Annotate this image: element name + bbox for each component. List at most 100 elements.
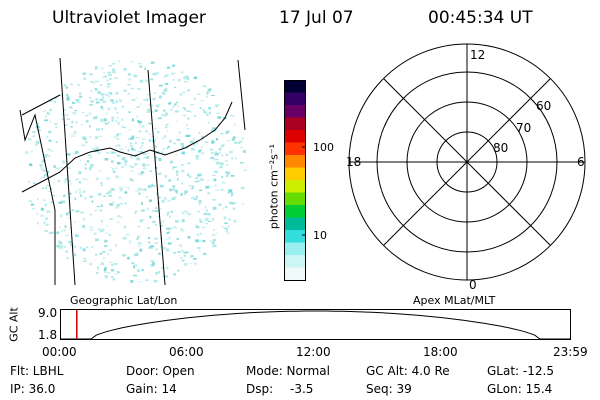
uv-dot xyxy=(129,129,131,131)
uv-dot xyxy=(148,139,151,142)
uv-dot xyxy=(189,140,194,144)
uv-dot xyxy=(125,234,130,236)
uv-dot xyxy=(164,82,168,85)
uv-dot xyxy=(191,196,195,200)
uv-dot xyxy=(96,272,99,275)
uv-dot xyxy=(149,104,153,107)
uv-dot xyxy=(70,83,73,86)
uv-dot xyxy=(154,242,158,244)
uv-dot xyxy=(82,248,86,252)
uv-dot xyxy=(120,166,125,168)
uv-dot xyxy=(119,203,123,205)
uv-dot xyxy=(202,109,205,111)
uv-dot xyxy=(115,206,119,209)
uv-dot xyxy=(154,224,157,226)
uv-dot xyxy=(148,237,150,239)
uv-dot xyxy=(174,110,179,113)
longitude-line xyxy=(237,59,246,131)
uv-dot xyxy=(89,214,93,216)
uv-dot xyxy=(24,151,29,154)
uv-dot xyxy=(194,239,197,243)
uv-dot xyxy=(181,249,184,253)
uv-dot xyxy=(122,236,127,240)
uv-dot xyxy=(182,114,186,117)
uv-dot xyxy=(168,179,171,182)
uv-dot xyxy=(51,231,54,234)
uv-dot xyxy=(91,200,94,203)
uv-dot xyxy=(129,179,132,182)
uv-dot xyxy=(41,187,44,190)
uv-dot xyxy=(63,84,66,86)
uv-dot xyxy=(70,126,73,128)
uv-dot xyxy=(219,149,221,151)
uv-dot xyxy=(213,158,218,161)
uv-dot xyxy=(195,157,200,161)
uv-dot xyxy=(239,140,243,143)
uv-dot xyxy=(84,137,87,141)
uv-dot xyxy=(190,110,193,113)
uv-dot xyxy=(89,156,93,159)
uv-dot xyxy=(90,100,94,103)
uv-dot xyxy=(60,247,63,250)
uv-dot xyxy=(219,165,223,168)
uv-dot xyxy=(153,92,156,94)
uv-dot xyxy=(129,142,133,145)
uv-dot xyxy=(29,163,33,167)
uv-dot xyxy=(127,187,130,190)
uv-dot xyxy=(135,137,140,139)
uv-dot xyxy=(134,253,139,256)
uv-dot xyxy=(116,138,120,140)
uv-dot xyxy=(142,138,146,140)
uv-dot xyxy=(96,148,99,150)
uv-dot xyxy=(226,232,230,235)
uv-dot xyxy=(180,193,183,196)
uv-dot xyxy=(188,175,192,178)
uv-dot xyxy=(165,87,168,89)
uv-dot xyxy=(95,66,98,70)
uv-dot xyxy=(105,93,108,96)
uv-dot xyxy=(89,97,92,99)
uv-dot xyxy=(84,197,87,200)
uv-dot xyxy=(108,95,111,99)
uv-dot xyxy=(164,75,168,78)
uv-dot xyxy=(111,119,114,122)
uv-dot xyxy=(175,170,179,173)
uv-dot xyxy=(216,161,220,165)
uv-dot xyxy=(194,181,198,183)
uv-dot xyxy=(133,274,137,277)
uv-dot xyxy=(111,160,114,163)
uv-dot xyxy=(191,185,194,189)
uv-dot xyxy=(97,91,102,94)
uv-dot xyxy=(66,93,69,97)
uv-dot xyxy=(41,168,44,170)
uv-dot xyxy=(115,175,119,179)
uv-dot xyxy=(135,252,139,254)
uv-dot xyxy=(50,201,55,204)
uv-dot xyxy=(137,119,140,123)
uv-dot xyxy=(118,60,121,63)
uv-dot xyxy=(243,169,247,171)
uv-dot xyxy=(81,112,85,114)
uv-dot xyxy=(133,74,138,78)
uv-dot xyxy=(137,245,142,247)
uv-dot xyxy=(64,225,67,228)
uv-dot xyxy=(184,75,189,79)
uv-dot xyxy=(31,150,33,154)
uv-dot xyxy=(211,95,215,96)
uv-dot xyxy=(212,239,216,241)
uv-dot xyxy=(110,151,114,155)
uv-dot xyxy=(131,178,134,182)
uv-dot xyxy=(89,195,93,198)
uv-dot xyxy=(119,188,123,192)
uv-dot xyxy=(61,114,64,116)
uv-dot xyxy=(131,135,135,138)
uv-dot xyxy=(220,162,224,165)
colorbar-swatch xyxy=(284,192,306,206)
uv-dot xyxy=(186,110,191,112)
instrument-title: Ultraviolet Imager xyxy=(52,8,206,28)
uv-dot xyxy=(61,200,66,203)
uv-dot xyxy=(187,173,190,176)
uv-dot xyxy=(222,207,225,210)
uv-dot xyxy=(127,78,132,81)
uv-dot xyxy=(112,71,117,74)
